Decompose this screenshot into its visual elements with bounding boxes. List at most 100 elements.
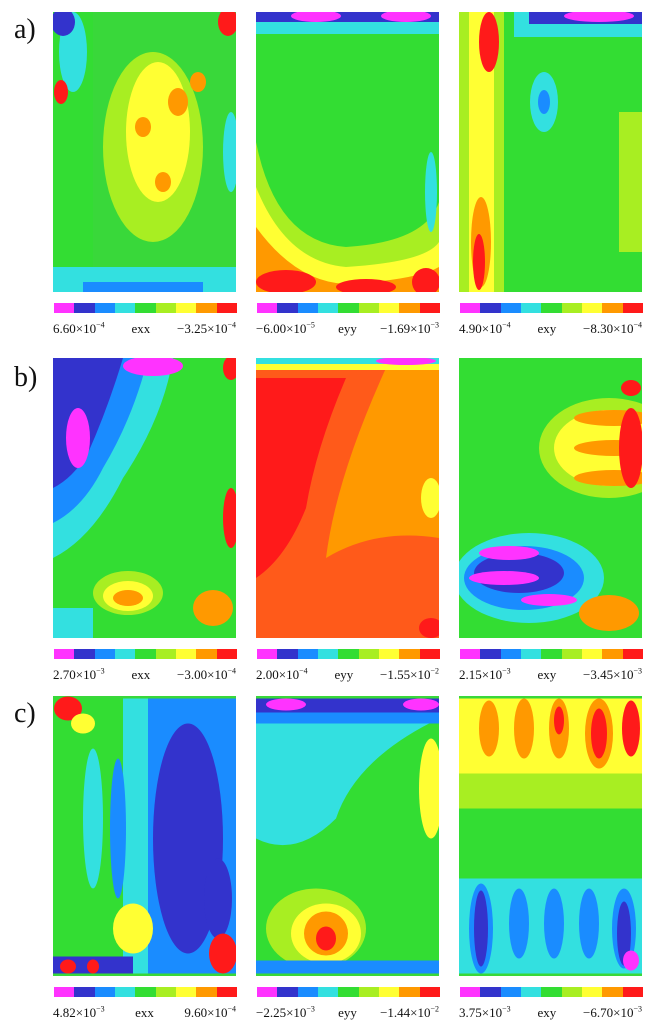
- scale-caption: 6.60×10−4 exx −3.25×10−4: [53, 321, 236, 337]
- color-swatch: [114, 303, 136, 313]
- color-swatch: [74, 649, 95, 659]
- color-swatch: [561, 987, 582, 997]
- color-swatch: [216, 303, 237, 313]
- row-label-b: b): [14, 362, 38, 393]
- scale-caption: 2.00×10−4 eyy −1.55×10−2: [256, 667, 439, 683]
- color-swatch: [419, 303, 440, 313]
- scale-max-label: −3.25×10−4: [177, 320, 236, 336]
- color-swatch: [257, 987, 278, 997]
- color-swatch: [581, 649, 603, 659]
- color-swatch: [541, 987, 562, 997]
- color-swatch: [338, 987, 359, 997]
- scale-caption: 2.15×10−3 exy −3.45×10−3: [459, 667, 642, 683]
- color-scale: [459, 648, 644, 660]
- color-swatch: [541, 649, 562, 659]
- color-swatch: [277, 987, 298, 997]
- color-swatch: [135, 649, 156, 659]
- color-swatch: [520, 987, 542, 997]
- color-swatch: [155, 303, 176, 313]
- color-swatch: [581, 303, 603, 313]
- color-swatch: [602, 987, 623, 997]
- color-swatch: [114, 987, 136, 997]
- color-swatch: [622, 303, 643, 313]
- color-swatch: [216, 649, 237, 659]
- scale-max-label: −1.69×10−3: [380, 320, 439, 336]
- variable-label: exy: [537, 1005, 557, 1020]
- scale-max-label: −1.55×10−2: [380, 666, 439, 682]
- scale-min-label: 2.70×10−3: [53, 666, 105, 682]
- panel-a-eyy: −6.00×10−5 eyy −1.69×10−3: [256, 12, 441, 337]
- color-swatch: [135, 987, 156, 997]
- scale-max-label: 9.60×10−4: [184, 1004, 236, 1020]
- scale-min-label: 2.15×10−3: [459, 666, 511, 682]
- color-swatch: [277, 649, 298, 659]
- color-swatch: [94, 649, 115, 659]
- variable-label: eyy: [334, 667, 354, 682]
- strain-field-a-eyy: [256, 12, 439, 292]
- color-swatch: [500, 649, 521, 659]
- panel-c-exy: 3.75×10−3 exy −6.70×10−3: [459, 696, 644, 1021]
- panel-c-eyy: −2.25×10−3 eyy −1.44×10−2: [256, 696, 441, 1021]
- color-swatch: [54, 987, 75, 997]
- color-swatch: [196, 649, 217, 659]
- scale-min-label: −6.00×10−5: [256, 320, 315, 336]
- color-swatch: [54, 303, 75, 313]
- color-swatch: [257, 649, 278, 659]
- color-swatch: [480, 649, 501, 659]
- variable-label: exy: [537, 321, 557, 336]
- color-swatch: [114, 649, 136, 659]
- color-swatch: [399, 303, 420, 313]
- color-swatch: [155, 649, 176, 659]
- panel-a-exx: 6.60×10−4 exx −3.25×10−4: [53, 12, 238, 337]
- color-swatch: [378, 987, 400, 997]
- color-swatch: [94, 987, 115, 997]
- color-scale: [256, 648, 441, 660]
- color-swatch: [257, 303, 278, 313]
- color-swatch: [277, 303, 298, 313]
- color-swatch: [297, 303, 318, 313]
- color-swatch: [480, 303, 501, 313]
- variable-label: exx: [131, 321, 151, 336]
- scale-min-label: 4.90×10−4: [459, 320, 511, 336]
- color-swatch: [520, 649, 542, 659]
- row-label-a: a): [14, 14, 36, 45]
- strain-field-b-eyy: [256, 358, 439, 638]
- color-swatch: [94, 303, 115, 313]
- color-swatch: [561, 649, 582, 659]
- scale-max-label: −3.45×10−3: [583, 666, 642, 682]
- color-swatch: [399, 987, 420, 997]
- color-swatch: [74, 303, 95, 313]
- color-swatch: [378, 649, 400, 659]
- variable-label: eyy: [338, 1005, 357, 1020]
- color-swatch: [317, 303, 339, 313]
- color-swatch: [196, 303, 217, 313]
- scale-caption: −2.25×10−3 eyy −1.44×10−2: [256, 1005, 439, 1021]
- scale-min-label: −2.25×10−3: [256, 1004, 315, 1020]
- scale-caption: 2.70×10−3 exx −3.00×10−4: [53, 667, 236, 683]
- scale-caption: 3.75×10−3 exy −6.70×10−3: [459, 1005, 642, 1021]
- strain-field-c-exy: [459, 696, 642, 976]
- color-swatch: [419, 649, 440, 659]
- color-swatch: [196, 987, 217, 997]
- color-swatch: [480, 987, 501, 997]
- scale-max-label: −6.70×10−3: [583, 1004, 642, 1020]
- strain-field-b-exy: [459, 358, 642, 638]
- color-swatch: [358, 303, 379, 313]
- color-swatch: [358, 649, 379, 659]
- color-swatch: [460, 987, 481, 997]
- color-swatch: [520, 303, 542, 313]
- color-swatch: [358, 987, 379, 997]
- scale-caption: 4.82×10−3 exx 9.60×10−4: [53, 1005, 236, 1021]
- panel-b-exy: 2.15×10−3 exy −3.45×10−3: [459, 358, 644, 683]
- scale-max-label: −3.00×10−4: [177, 666, 236, 682]
- color-swatch: [175, 303, 197, 313]
- color-swatch: [460, 303, 481, 313]
- color-swatch: [74, 987, 95, 997]
- color-swatch: [602, 649, 623, 659]
- scale-caption: −6.00×10−5 eyy −1.69×10−3: [256, 321, 439, 337]
- color-swatch: [419, 987, 440, 997]
- strain-field-a-exx: [53, 12, 236, 292]
- strain-field-c-exx: [53, 696, 236, 976]
- color-swatch: [297, 649, 318, 659]
- scale-caption: 4.90×10−4 exy −8.30×10−4: [459, 321, 642, 337]
